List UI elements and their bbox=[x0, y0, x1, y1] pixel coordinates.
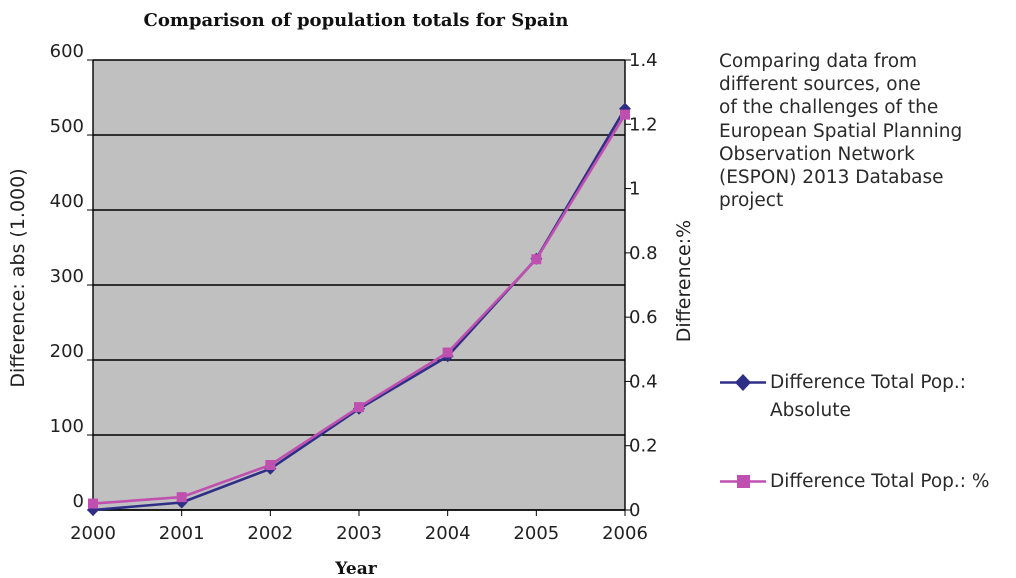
y-tick-label: 600 bbox=[50, 41, 84, 62]
y-tick-label: 0 bbox=[73, 491, 84, 512]
annotation-line: Comparing data from bbox=[719, 51, 918, 72]
legend-label: Difference Total Pop.: % bbox=[770, 471, 990, 492]
data-point-percent bbox=[176, 492, 187, 503]
y-tick-label: 400 bbox=[50, 191, 84, 212]
chart-title: Comparison of population totals for Spai… bbox=[144, 10, 569, 31]
y2-tick-label: 0.6 bbox=[629, 307, 658, 328]
x-tick-label: 2004 bbox=[425, 523, 471, 544]
x-tick-label: 2006 bbox=[602, 523, 648, 544]
data-point-percent bbox=[88, 498, 98, 509]
x-tick-label: 2002 bbox=[247, 523, 293, 544]
x-tick-label: 2001 bbox=[159, 523, 205, 544]
annotation-text: Comparing data from different sources, o… bbox=[719, 50, 1004, 212]
legend-label: Difference Total Pop.: bbox=[770, 372, 967, 393]
y2-tick-label: 0.8 bbox=[629, 243, 658, 264]
legend-item-percent: Difference Total Pop.: % bbox=[718, 470, 1013, 494]
diamond-marker-icon bbox=[720, 374, 766, 391]
y-tick-label: 500 bbox=[50, 116, 84, 137]
data-point-percent bbox=[531, 254, 542, 265]
y2-tick-label: 0.2 bbox=[629, 436, 658, 457]
y-axis-label: Difference: abs (1.000) bbox=[7, 168, 29, 387]
y2-tick-label: 0.4 bbox=[629, 371, 658, 392]
x-tick-label: 2003 bbox=[336, 523, 382, 544]
y2-axis-label: Difference:% bbox=[673, 220, 695, 342]
y-tick-label: 200 bbox=[50, 341, 84, 362]
data-point-percent bbox=[442, 347, 453, 358]
y-tick-label: 100 bbox=[50, 416, 84, 437]
annotation-line: project bbox=[719, 190, 784, 212]
legend-label: Absolute bbox=[770, 400, 851, 421]
y-tick-label: 300 bbox=[50, 266, 84, 287]
annotation-line: different sources, one bbox=[719, 74, 921, 96]
y2-tick-label: 1.4 bbox=[629, 50, 658, 71]
y2-tick-label: 0 bbox=[629, 500, 640, 521]
x-axis-label: Year bbox=[334, 559, 377, 578]
data-point-percent bbox=[354, 402, 364, 413]
legend-item-absolute: Difference Total Pop.: Absolute bbox=[718, 371, 1008, 421]
x-tick-label: 2005 bbox=[513, 523, 559, 544]
tick-labels: 0 100 200 300 400 500 600 0 0.2 0.4 0.6 0.8 1 1.2 1.4 2… bbox=[50, 41, 658, 544]
annotation-line: Observation Network bbox=[719, 143, 915, 165]
y2-tick-label: 1.2 bbox=[629, 114, 658, 135]
axes bbox=[87, 59, 631, 516]
annotation-line: (ESPON) 2013 Database bbox=[719, 167, 944, 189]
y2-tick-label: 1 bbox=[629, 179, 640, 200]
square-marker-icon bbox=[720, 475, 766, 488]
data-point-percent bbox=[265, 460, 276, 470]
x-tick-label: 2000 bbox=[70, 523, 116, 544]
annotation-line: European Spatial Planning bbox=[719, 120, 963, 142]
series bbox=[87, 102, 631, 516]
data-point-percent bbox=[620, 109, 630, 120]
annotation-line: of the challenges of the bbox=[719, 97, 939, 119]
